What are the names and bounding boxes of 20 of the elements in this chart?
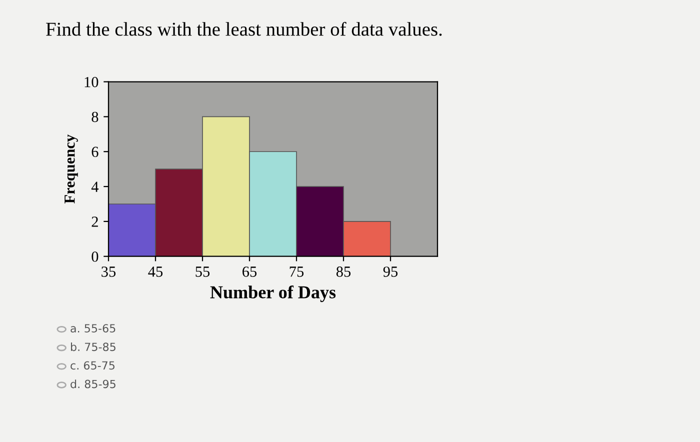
- y-tick-label: 2: [92, 216, 98, 227]
- y-tick-label: 8: [92, 112, 98, 122]
- text: c. 65-75: [70, 361, 114, 370]
- x-tick-label: 85: [336, 266, 351, 277]
- x-tick-label: 75: [290, 266, 304, 277]
- y-tick-label: 6: [92, 146, 98, 158]
- x-tick-label: 45: [148, 266, 163, 277]
- text: b. 75-85: [71, 342, 116, 352]
- x-axis-title: Number of Days: [210, 285, 336, 302]
- y-tick-label: 0: [92, 252, 98, 262]
- y-axis-title: Frequency: [64, 134, 78, 204]
- x-tick-label: 95: [383, 266, 398, 277]
- x-tick-label: 65: [242, 266, 257, 277]
- x-tick-label: 55: [196, 266, 210, 277]
- y-tick-label: 4: [91, 182, 99, 192]
- y-tick-label: 10: [84, 76, 98, 88]
- x-tick-label: 35: [102, 266, 116, 277]
- text: a. 55-65: [70, 324, 116, 333]
- text: d. 85-95: [70, 380, 116, 388]
- chart-title: Find the class with the least number of data values.: [46, 22, 442, 36]
